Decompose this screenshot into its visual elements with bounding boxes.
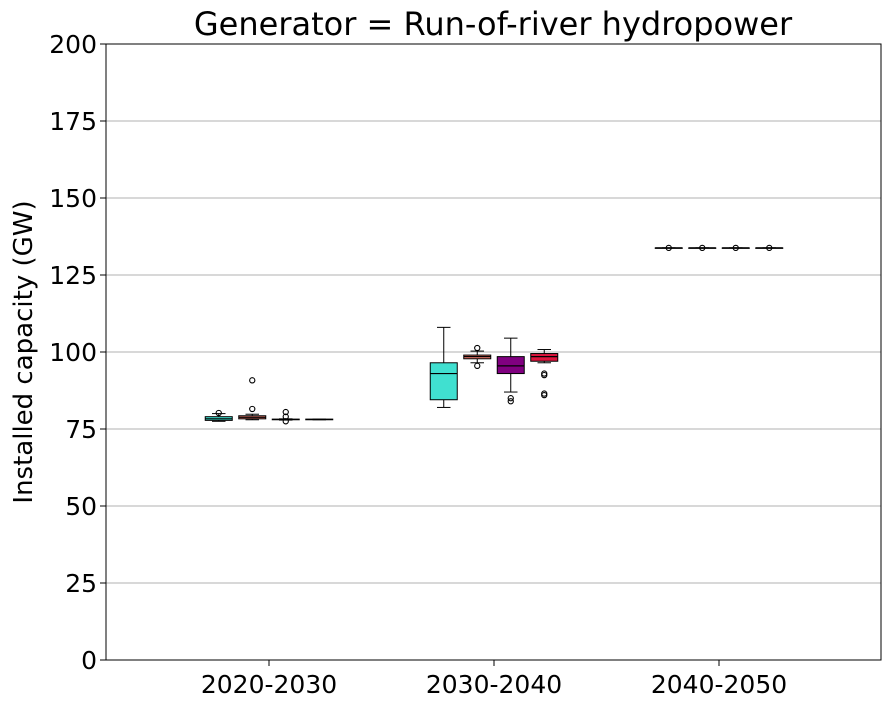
y-tick-label: 125 [49, 261, 97, 290]
x-tick-label: 2040-2050 [651, 670, 787, 699]
box-2020-2030-series-2 [238, 377, 267, 421]
outlier-point [215, 409, 222, 417]
grid-lines [106, 120, 881, 584]
y-tick-label: 175 [49, 107, 97, 136]
outlier-point [541, 391, 548, 399]
outlier-point [699, 244, 706, 252]
y-tick-label: 100 [49, 338, 97, 367]
outlier-point [249, 377, 256, 384]
y-tick-label: 150 [49, 184, 97, 213]
outlier-point [507, 398, 514, 405]
outlier-point [282, 408, 289, 416]
box-2020-2030-series-1 [204, 409, 233, 422]
outlier-point [507, 395, 514, 402]
outlier-point [665, 244, 672, 252]
y-tick-label: 50 [65, 492, 97, 521]
box-iqr [496, 356, 525, 375]
x-axis-ticks: 2020-2030 2030-2040 2040-2050 [201, 660, 787, 699]
outlier-point [282, 418, 289, 425]
outlier-point [474, 362, 481, 370]
y-axis-label: Installed capacity (GW) [9, 200, 39, 503]
box-2040-2050-series-3 [721, 244, 750, 252]
y-tick-label: 0 [81, 646, 97, 675]
y-tick-label: 200 [49, 30, 97, 59]
outlier-point [541, 371, 548, 379]
outlier-point [766, 244, 773, 252]
box-iqr [429, 362, 458, 401]
box-iqr [530, 353, 559, 362]
outlier-point [474, 344, 481, 352]
box-2030-2040-series-3 [496, 337, 525, 405]
y-axis-ticks: 0 25 50 75 100 125 150 175 200 [49, 30, 106, 675]
box-2030-2040-series-4 [530, 349, 559, 399]
box-2040-2050-series-1 [654, 244, 683, 252]
box-series-group [204, 244, 784, 425]
outlier-point [732, 244, 739, 252]
outlier-point [282, 413, 289, 420]
x-tick-label: 2030-2040 [426, 670, 562, 699]
box-2040-2050-series-2 [688, 244, 717, 252]
box-2040-2050-series-4 [755, 244, 784, 252]
box-2030-2040-series-2 [463, 344, 492, 370]
box-2020-2030-series-3 [271, 408, 300, 425]
chart-title: Generator = Run-of-river hydropower [194, 5, 793, 43]
x-tick-label: 2020-2030 [201, 670, 337, 699]
box-2030-2040-series-1 [429, 326, 458, 408]
box-2020-2030-series-4 [305, 418, 334, 421]
y-tick-label: 75 [65, 415, 97, 444]
outlier-point [249, 405, 256, 413]
y-tick-label: 25 [65, 569, 97, 598]
